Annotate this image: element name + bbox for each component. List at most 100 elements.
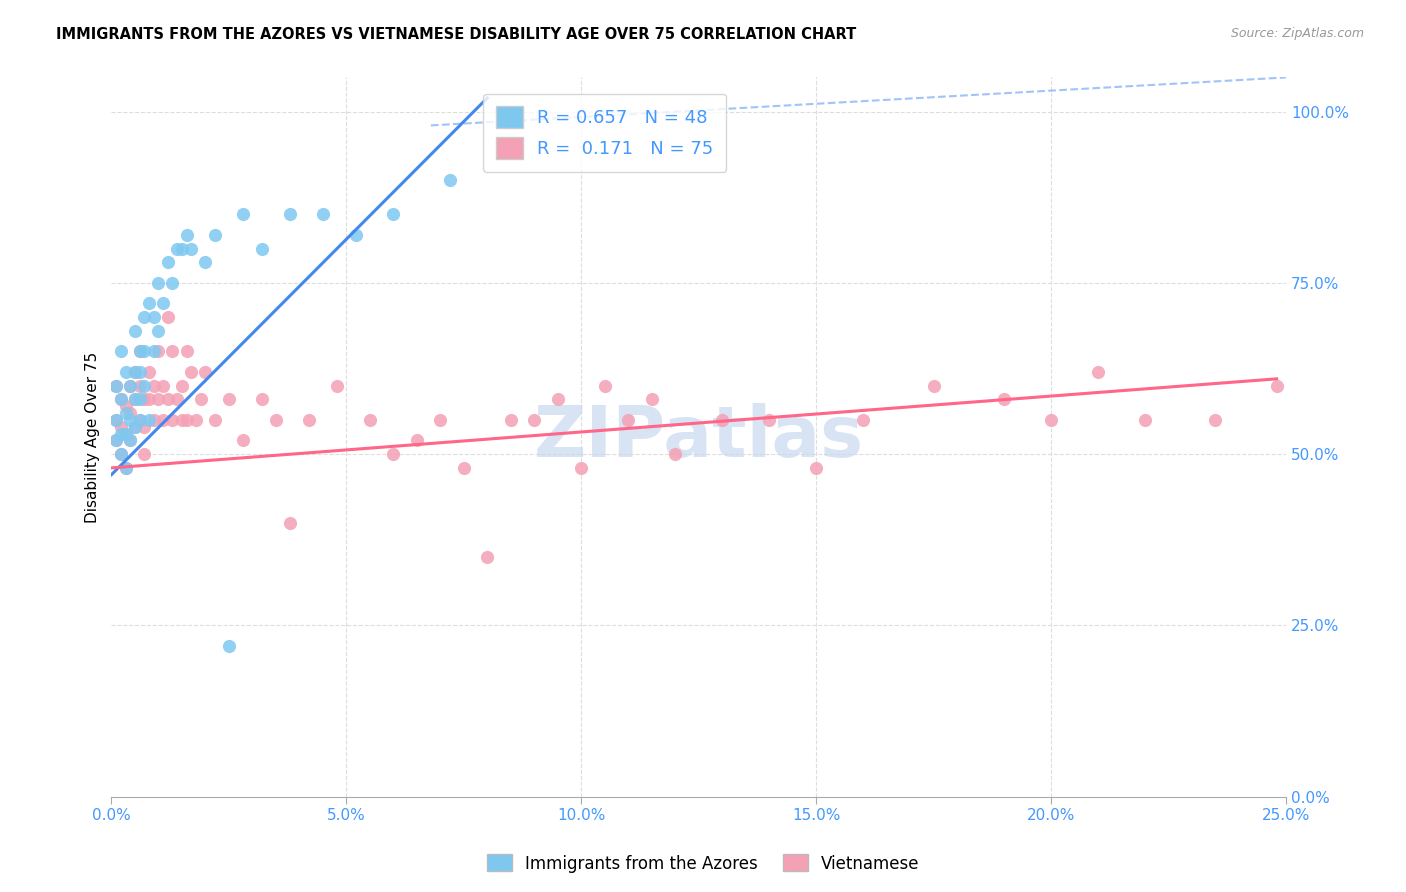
Point <box>547 392 569 407</box>
Point <box>593 378 616 392</box>
Point <box>278 207 301 221</box>
Point <box>232 207 254 221</box>
Point <box>804 461 827 475</box>
Point <box>162 344 184 359</box>
Point <box>477 549 499 564</box>
Point <box>134 378 156 392</box>
Point <box>128 413 150 427</box>
Legend: Immigrants from the Azores, Vietnamese: Immigrants from the Azores, Vietnamese <box>479 847 927 880</box>
Point <box>1265 378 1288 392</box>
Point <box>124 392 146 407</box>
Point <box>105 413 128 427</box>
Point <box>170 413 193 427</box>
Point <box>180 365 202 379</box>
Point <box>1204 413 1226 427</box>
Point <box>124 392 146 407</box>
Point <box>138 392 160 407</box>
Point <box>922 378 945 392</box>
Point <box>110 344 132 359</box>
Point <box>312 207 335 221</box>
Point <box>166 392 188 407</box>
Point <box>664 447 686 461</box>
Point <box>218 392 240 407</box>
Point <box>110 392 132 407</box>
Point <box>120 378 142 392</box>
Point <box>156 392 179 407</box>
Point <box>499 413 522 427</box>
Point <box>114 406 136 420</box>
Point <box>128 392 150 407</box>
Point <box>110 419 132 434</box>
Point <box>359 413 381 427</box>
Point <box>152 378 174 392</box>
Point <box>1040 413 1063 427</box>
Point <box>298 413 321 427</box>
Point <box>176 413 198 427</box>
Point <box>190 392 212 407</box>
Point <box>148 324 170 338</box>
Point <box>134 344 156 359</box>
Point <box>120 434 142 448</box>
Point <box>138 365 160 379</box>
Legend: R = 0.657   N = 48, R =  0.171   N = 75: R = 0.657 N = 48, R = 0.171 N = 75 <box>484 94 727 172</box>
Point <box>204 227 226 242</box>
Point <box>344 227 367 242</box>
Point <box>711 413 734 427</box>
Point <box>134 392 156 407</box>
Point <box>105 413 128 427</box>
Point <box>405 434 427 448</box>
Point <box>184 413 207 427</box>
Text: IMMIGRANTS FROM THE AZORES VS VIETNAMESE DISABILITY AGE OVER 75 CORRELATION CHAR: IMMIGRANTS FROM THE AZORES VS VIETNAMESE… <box>56 27 856 42</box>
Point <box>250 392 273 407</box>
Point <box>382 447 405 461</box>
Point <box>204 413 226 427</box>
Point <box>641 392 664 407</box>
Point <box>278 516 301 530</box>
Point <box>1087 365 1109 379</box>
Point <box>194 365 217 379</box>
Point <box>453 461 475 475</box>
Point <box>152 296 174 310</box>
Point <box>1133 413 1156 427</box>
Point <box>128 378 150 392</box>
Point <box>162 413 184 427</box>
Point <box>114 426 136 441</box>
Point <box>218 639 240 653</box>
Point <box>162 276 184 290</box>
Point <box>134 310 156 325</box>
Text: ZIPatlas: ZIPatlas <box>534 402 863 472</box>
Point <box>569 461 592 475</box>
Point <box>170 242 193 256</box>
Point <box>180 242 202 256</box>
Point <box>148 276 170 290</box>
Point <box>128 365 150 379</box>
Point <box>429 413 451 427</box>
Point <box>382 207 405 221</box>
Point <box>105 378 128 392</box>
Point <box>156 255 179 269</box>
Point <box>134 419 156 434</box>
Point <box>170 378 193 392</box>
Point <box>110 426 132 441</box>
Point <box>128 344 150 359</box>
Point <box>120 406 142 420</box>
Point <box>758 413 780 427</box>
Point <box>110 447 132 461</box>
Point <box>852 413 875 427</box>
Point <box>105 434 128 448</box>
Point <box>124 419 146 434</box>
Point <box>148 344 170 359</box>
Point <box>176 344 198 359</box>
Point <box>138 296 160 310</box>
Point <box>142 413 165 427</box>
Point <box>114 399 136 413</box>
Point <box>124 365 146 379</box>
Point <box>128 413 150 427</box>
Point <box>993 392 1015 407</box>
Y-axis label: Disability Age Over 75: Disability Age Over 75 <box>86 351 100 523</box>
Point <box>194 255 217 269</box>
Point <box>176 227 198 242</box>
Point <box>128 344 150 359</box>
Point <box>124 324 146 338</box>
Point <box>124 365 146 379</box>
